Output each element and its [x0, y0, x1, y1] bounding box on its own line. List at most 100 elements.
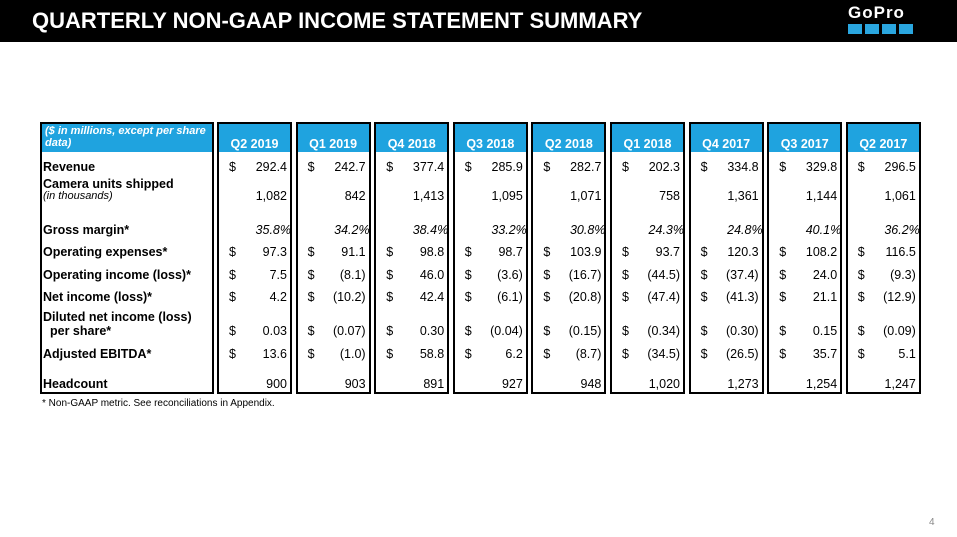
currency-symbol: $ [622, 268, 629, 282]
row-label: Gross margin* [43, 223, 130, 237]
currency-symbol: $ [622, 324, 629, 338]
currency-symbol: $ [543, 268, 551, 282]
column-header-cell [533, 124, 605, 152]
currency-symbol: $ [307, 290, 315, 304]
cell-value: 6.2 [505, 347, 523, 361]
currency-symbol: $ [622, 160, 629, 174]
column-header-cell [219, 124, 290, 152]
cell-value: 97.3 [262, 245, 287, 259]
currency-symbol: $ [857, 347, 865, 361]
cell-value: 40.1% [805, 223, 842, 237]
logo-block [882, 24, 896, 34]
cell-value: 948 [580, 377, 602, 391]
column-header: Q1 2018 [623, 137, 672, 151]
currency-symbol: $ [307, 324, 315, 338]
cell-value: (37.4) [725, 268, 759, 282]
cell-value: 927 [501, 377, 523, 391]
column-header: Q4 2018 [387, 137, 436, 151]
cell-value: (41.3) [725, 290, 759, 304]
cell-value: 1,254 [805, 377, 838, 391]
row-label: Diluted net income (loss) [43, 310, 192, 324]
currency-symbol: $ [464, 160, 472, 174]
cell-value: (9.3) [890, 268, 916, 282]
cell-value: 103.9 [570, 245, 602, 259]
cell-value: 0.03 [262, 324, 287, 338]
currency-symbol: $ [622, 245, 629, 259]
currency-symbol: $ [229, 268, 236, 282]
currency-symbol: $ [700, 245, 708, 259]
row-label: Operating expenses* [43, 245, 168, 259]
currency-symbol: $ [464, 268, 472, 282]
cell-value: 202.3 [648, 160, 680, 174]
cell-value: (47.4) [647, 290, 680, 304]
currency-symbol: $ [779, 245, 787, 259]
logo: GoPro [838, 4, 930, 36]
cell-value: 285.9 [491, 160, 523, 174]
currency-symbol: $ [229, 324, 236, 338]
logo-block [899, 24, 913, 34]
cell-value: 34.2% [334, 223, 370, 237]
column-box [295, 122, 371, 394]
currency-symbol: $ [307, 268, 315, 282]
currency-symbol: $ [307, 245, 315, 259]
cell-value: 24.3% [648, 223, 684, 237]
cell-value: 891 [423, 377, 445, 391]
cell-value: 98.7 [498, 245, 523, 259]
currency-symbol: $ [386, 160, 394, 174]
cell-value: (3.6) [497, 268, 523, 282]
cell-value: 900 [266, 377, 287, 391]
cell-value: (6.1) [497, 290, 523, 304]
cell-value: 242.7 [334, 160, 366, 174]
currency-symbol: $ [229, 245, 236, 259]
cell-value: 91.1 [341, 245, 366, 259]
cell-value: 296.5 [884, 160, 916, 174]
currency-symbol: $ [229, 290, 236, 304]
column-box [531, 122, 607, 394]
cell-value: 903 [344, 377, 366, 391]
currency-symbol: $ [622, 347, 629, 361]
currency-symbol: $ [700, 160, 708, 174]
cell-value: 38.4% [412, 223, 449, 237]
currency-symbol: $ [857, 324, 865, 338]
row-label: per share* [50, 324, 112, 338]
row-label: Headcount [43, 377, 108, 391]
currency-symbol: $ [229, 347, 236, 361]
cell-value: 93.7 [655, 245, 680, 259]
column-box [374, 122, 450, 394]
cell-value: (26.5) [725, 347, 759, 361]
currency-symbol: $ [464, 290, 472, 304]
currency-symbol: $ [857, 290, 865, 304]
currency-symbol: $ [307, 347, 315, 361]
cell-value: 292.4 [255, 160, 287, 174]
cell-value: 1,361 [727, 189, 759, 203]
currency-symbol: $ [700, 347, 708, 361]
column-header-cell [690, 124, 762, 152]
currency-symbol: $ [543, 245, 551, 259]
cell-value: (0.09) [883, 324, 916, 338]
cell-value: 21.1 [812, 290, 838, 304]
logo-text: GoPro [848, 3, 905, 22]
cell-value: (16.7) [568, 268, 602, 282]
currency-symbol: $ [857, 268, 865, 282]
column-box [452, 122, 528, 394]
column-header-cell [454, 124, 526, 152]
currency-symbol: $ [543, 290, 551, 304]
column-header: Q2 2017 [859, 137, 908, 151]
column-box [217, 122, 292, 394]
cell-value: (44.5) [647, 268, 680, 282]
currency-symbol: $ [307, 160, 315, 174]
currency-symbol: $ [857, 245, 865, 259]
column-header: Q3 2017 [780, 137, 829, 151]
currency-symbol: $ [779, 290, 787, 304]
cell-value: (0.34) [647, 324, 680, 338]
cell-value: (20.8) [568, 290, 602, 304]
currency-symbol: $ [779, 324, 787, 338]
cell-value: 1,247 [884, 377, 916, 391]
currency-symbol: $ [622, 290, 629, 304]
cell-value: 120.3 [727, 245, 759, 259]
cell-value: 1,082 [255, 189, 287, 203]
currency-symbol: $ [779, 347, 787, 361]
column-box [610, 122, 685, 394]
logo-block [848, 24, 862, 34]
cell-value: 758 [659, 189, 680, 203]
